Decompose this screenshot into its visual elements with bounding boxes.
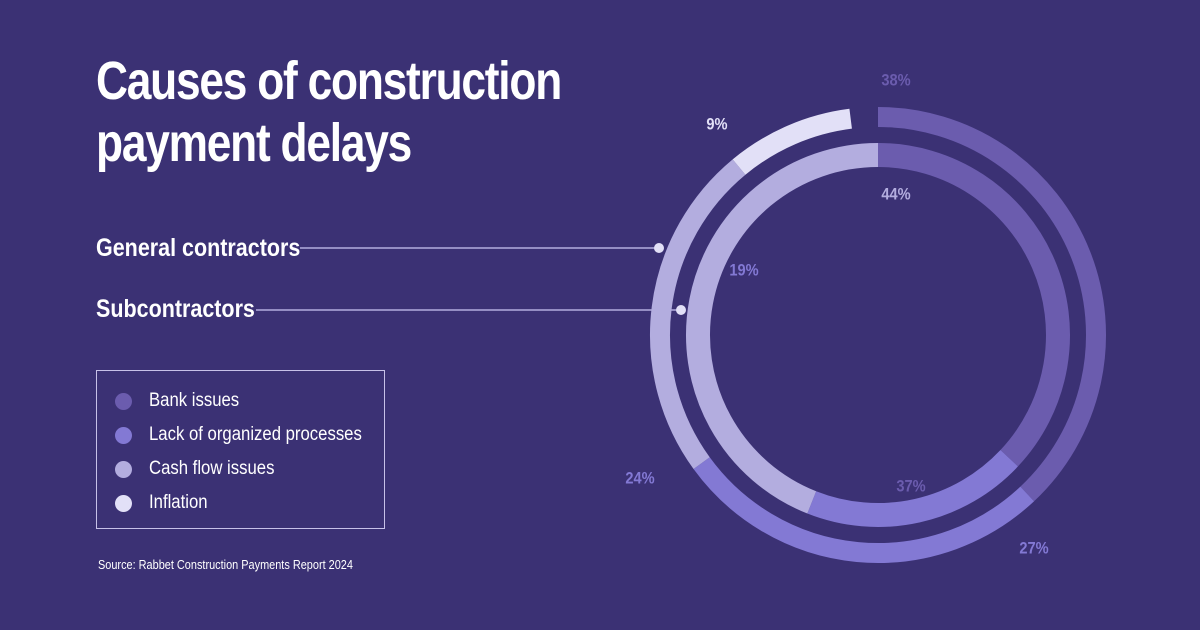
legend-label-lack-of-organized-processes: Lack of organized processes — [149, 424, 362, 445]
arc-general-contractors-cash-flow-issues — [650, 159, 746, 470]
legend-label-cash-flow-issues: Cash flow issues — [149, 458, 275, 479]
value-label-subcontractors-cash-flow-issues: 44% — [881, 186, 910, 204]
arc-subcontractors-cash-flow-issues — [686, 143, 879, 514]
value-label-general-contractors-lack-of-organized-processes: 27% — [1019, 540, 1048, 558]
legend-item-lack-of-organized-processes: Lack of organized processes — [115, 423, 391, 447]
callout-subcontractors: Subcontractors — [96, 295, 255, 323]
callout-leaders — [256, 243, 686, 315]
inner-ring-subcontractors — [686, 143, 1070, 527]
arc-subcontractors-bank-issues — [877, 143, 1070, 467]
legend-label-bank-issues: Bank issues — [149, 390, 240, 411]
arc-general-contractors-inflation — [732, 108, 853, 175]
legend-swatch-cash-flow-issues — [115, 460, 132, 478]
title-line-2: payment delays — [96, 113, 412, 173]
outer-ring-general-contractors — [650, 107, 1106, 563]
leader-subcontractors-dot — [676, 305, 686, 315]
legend-item-cash-flow-issues: Cash flow issues — [115, 457, 292, 481]
legend-label-inflation: Inflation — [149, 492, 208, 513]
leader-general-contractors-dot — [654, 243, 664, 253]
value-label-subcontractors-bank-issues: 37% — [896, 478, 925, 496]
value-label-general-contractors-inflation: 9% — [706, 116, 727, 134]
legend-swatch-bank-issues — [115, 392, 132, 410]
arc-general-contractors-lack-of-organized-processes — [693, 457, 1035, 563]
callout-general-contractors: General contractors — [96, 234, 301, 262]
legend-item-inflation: Inflation — [115, 491, 216, 515]
legend-item-bank-issues: Bank issues — [115, 389, 251, 413]
title-line-1: Causes of construction — [96, 51, 562, 111]
arc-general-contractors-bank-issues — [877, 107, 1106, 502]
value-labels: 38% 27% 24% 9% 37% 19% 44% — [625, 72, 1048, 558]
legend: Bank issues Lack of organized processes … — [96, 370, 385, 529]
legend-swatch-inflation — [115, 494, 132, 512]
source-note: Source: Rabbet Construction Payments Rep… — [98, 557, 353, 572]
value-label-general-contractors-cash-flow-issues: 24% — [625, 470, 654, 488]
arc-subcontractors-lack-of-organized-processes — [807, 449, 1018, 527]
legend-swatch-lack-of-organized-processes — [115, 426, 132, 444]
value-label-general-contractors-bank-issues: 38% — [881, 72, 910, 90]
value-label-subcontractors-lack-of-organized-processes: 19% — [729, 262, 758, 280]
page-title: Causes of construction payment delays — [96, 50, 670, 174]
